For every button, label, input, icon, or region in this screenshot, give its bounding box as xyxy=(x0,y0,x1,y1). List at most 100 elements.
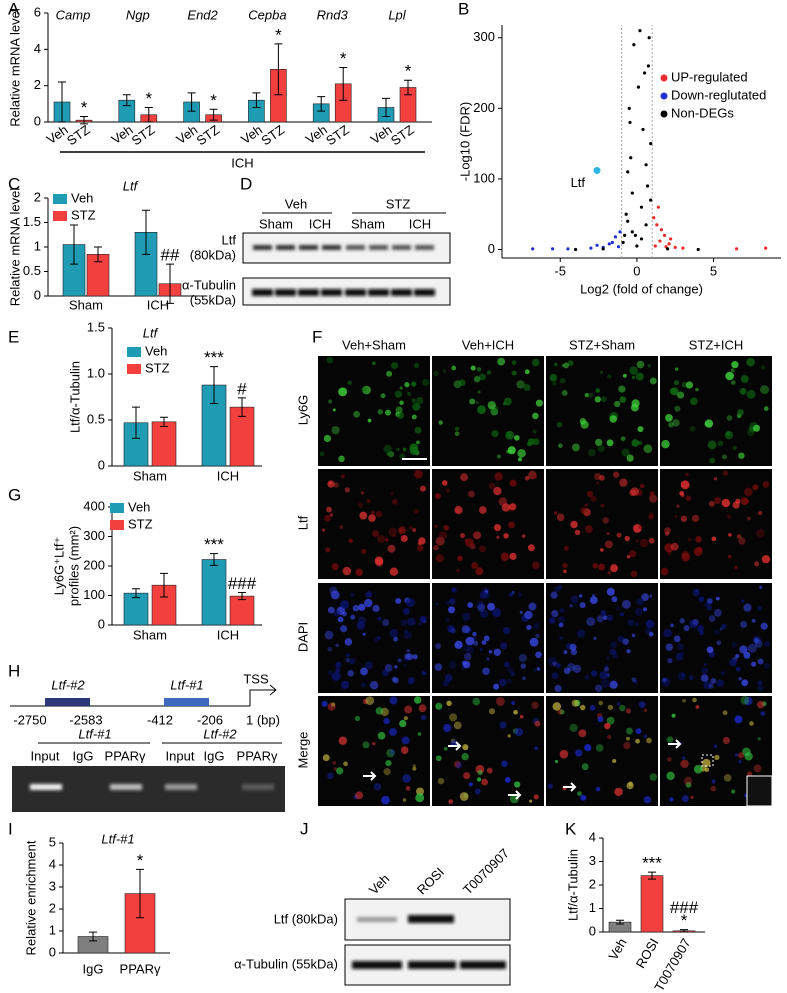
cell xyxy=(435,493,442,499)
cell xyxy=(621,599,631,609)
point xyxy=(601,247,605,251)
category-label: Sham xyxy=(133,468,167,483)
cell xyxy=(526,441,532,447)
cell xyxy=(327,646,333,652)
cell xyxy=(383,768,391,776)
cell xyxy=(345,657,350,663)
cell xyxy=(721,671,726,676)
legend-swatch xyxy=(53,211,67,221)
band xyxy=(352,961,402,969)
cell xyxy=(753,637,759,643)
cell xyxy=(332,408,336,412)
cell xyxy=(338,736,348,745)
cell xyxy=(743,603,752,612)
cell xyxy=(689,426,696,432)
cell xyxy=(511,360,517,366)
cell xyxy=(618,385,626,393)
column-label: Veh+ICH xyxy=(462,337,514,352)
site-label: Ltf-#2 xyxy=(51,677,85,692)
cell xyxy=(722,710,728,716)
band xyxy=(322,245,341,250)
cell xyxy=(594,396,601,403)
cell xyxy=(716,679,724,687)
cell xyxy=(461,660,467,666)
cell xyxy=(620,436,626,442)
cell xyxy=(587,448,596,457)
cell xyxy=(649,594,653,598)
cell xyxy=(595,388,601,393)
position-label: -2750 xyxy=(13,712,46,727)
cell xyxy=(392,499,398,505)
cell xyxy=(417,544,424,552)
cell xyxy=(626,649,631,654)
y-tick-label: 2 xyxy=(34,77,41,92)
cell xyxy=(371,510,375,515)
lane-label: IgG xyxy=(204,748,225,763)
cell xyxy=(505,430,515,440)
cell xyxy=(552,381,557,386)
cell xyxy=(626,736,630,741)
row-label: Merge xyxy=(295,732,310,769)
cell xyxy=(497,357,506,366)
chart-title: Ltf-#1 xyxy=(101,831,134,846)
cell xyxy=(362,632,366,636)
cell xyxy=(600,678,610,688)
tss-label: TSS xyxy=(243,671,269,686)
point xyxy=(647,36,651,40)
cell xyxy=(397,658,402,663)
cell xyxy=(610,564,619,573)
images-f: Veh+Sham Veh+ICH STZ+Sham STZ+ICH Ly6G L… xyxy=(295,337,773,807)
cell xyxy=(597,444,605,452)
point xyxy=(636,85,641,89)
cell xyxy=(635,738,640,744)
cell xyxy=(503,397,512,406)
cell xyxy=(389,628,399,638)
cell xyxy=(753,764,762,773)
cell xyxy=(611,596,618,603)
cell xyxy=(731,361,739,369)
cell xyxy=(681,651,685,655)
cell xyxy=(331,672,341,681)
cell xyxy=(763,662,771,669)
cell xyxy=(395,598,402,604)
cell xyxy=(377,731,386,740)
cell xyxy=(688,675,694,681)
cell xyxy=(554,684,562,693)
cell xyxy=(630,487,639,496)
cell xyxy=(377,409,384,415)
cell xyxy=(683,625,690,632)
cell xyxy=(599,548,604,552)
cell xyxy=(451,587,457,593)
point xyxy=(646,184,650,188)
y-tick-label: 4 xyxy=(589,829,596,844)
cell xyxy=(592,594,596,598)
point xyxy=(659,228,664,232)
cell xyxy=(412,764,416,768)
cell xyxy=(445,488,451,493)
bands xyxy=(352,915,506,969)
cell xyxy=(638,525,643,530)
cell xyxy=(551,672,559,680)
cell xyxy=(479,545,486,553)
cell xyxy=(459,533,466,539)
x-axis-label: Log2 (fold of change) xyxy=(580,281,703,296)
cell xyxy=(331,425,340,435)
cell xyxy=(747,771,753,777)
y-tick-label: 0 xyxy=(49,944,56,959)
cell xyxy=(366,499,371,504)
cell xyxy=(581,763,589,771)
cell xyxy=(763,640,771,648)
cell xyxy=(451,365,457,371)
cell xyxy=(341,474,345,479)
cell xyxy=(695,705,700,709)
point xyxy=(573,247,578,252)
bar xyxy=(229,595,255,626)
cell xyxy=(556,663,561,668)
cell xyxy=(524,610,533,620)
cell xyxy=(692,618,699,626)
cell xyxy=(626,454,634,462)
cell xyxy=(373,782,382,791)
cell xyxy=(746,357,755,367)
cell xyxy=(405,598,415,608)
cell xyxy=(758,510,763,516)
